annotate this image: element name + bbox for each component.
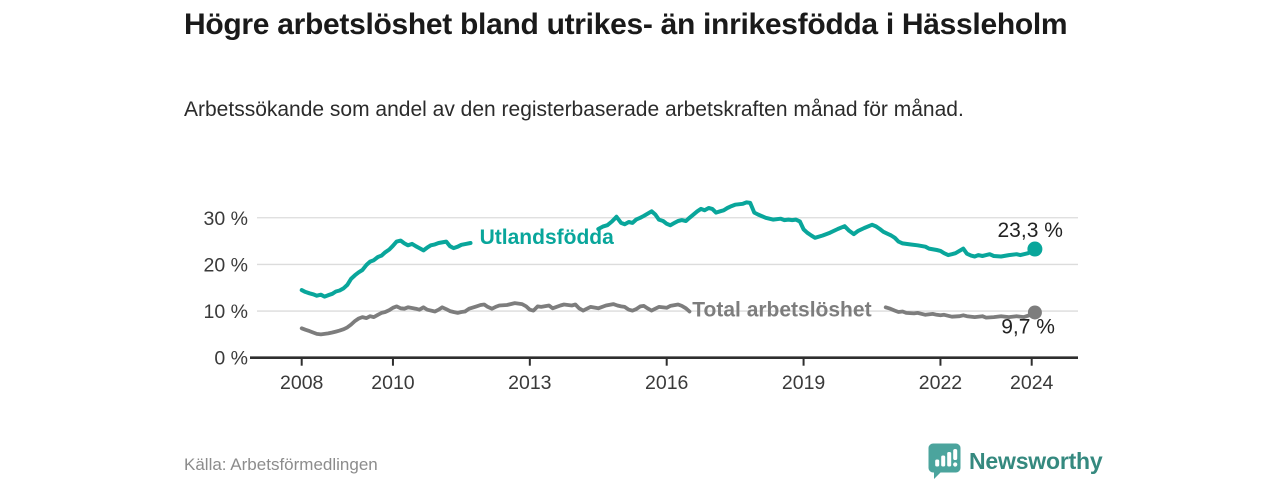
y-axis: 0 % 10 % 20 % 30 % — [204, 208, 248, 370]
x-tick-label: 2010 — [371, 372, 415, 394]
end-dot — [1027, 305, 1042, 320]
brand-name: Newsworthy — [969, 447, 1103, 474]
x-tick-label: 2024 — [1010, 372, 1054, 394]
chart-subtitle: Arbetssökande som andel av den registerb… — [184, 98, 964, 121]
x-tick-label: 2013 — [508, 372, 551, 394]
y-tick-label: 10 % — [204, 301, 248, 323]
y-tick-label: 20 % — [204, 254, 248, 276]
series-total: 9,7 % Total arbetslöshet — [299, 299, 1055, 338]
series-utlandsfodda: 23,3 % Utlandsfödda — [299, 200, 1063, 299]
x-tick-label: 2008 — [280, 372, 323, 394]
y-tick-label: 30 % — [204, 208, 248, 230]
y-tick-label: 0 % — [214, 348, 248, 370]
chart-area: 23,3 % Utlandsfödda 9,7 % Total arbetslöshe… — [185, 185, 1100, 415]
gridlines — [257, 217, 1078, 312]
end-value-label: 23,3 % — [998, 219, 1063, 242]
x-tick-label: 2016 — [645, 372, 688, 394]
page-title: Högre arbetslöshet bland utrikes- än inr… — [184, 8, 1068, 41]
end-dot — [1027, 241, 1043, 257]
series-label: Total arbetslöshet — [692, 299, 871, 322]
newsworthy-chart-bubble-icon — [928, 443, 961, 479]
end-value-label: 9,7 % — [1001, 315, 1055, 338]
line-chart: 23,3 % Utlandsfödda 9,7 % Total arbetslöshe… — [204, 200, 1078, 394]
brand-logo: Newsworthy — [928, 443, 1103, 479]
series-label: Utlandsfödda — [480, 226, 614, 249]
x-tick-label: 2019 — [782, 372, 825, 394]
x-axis: 2008 2010 2013 2016 2019 2022 2024 — [250, 356, 1078, 394]
source-note: Källa: Arbetsförmedlingen — [184, 455, 378, 474]
x-tick-label: 2022 — [919, 372, 962, 394]
